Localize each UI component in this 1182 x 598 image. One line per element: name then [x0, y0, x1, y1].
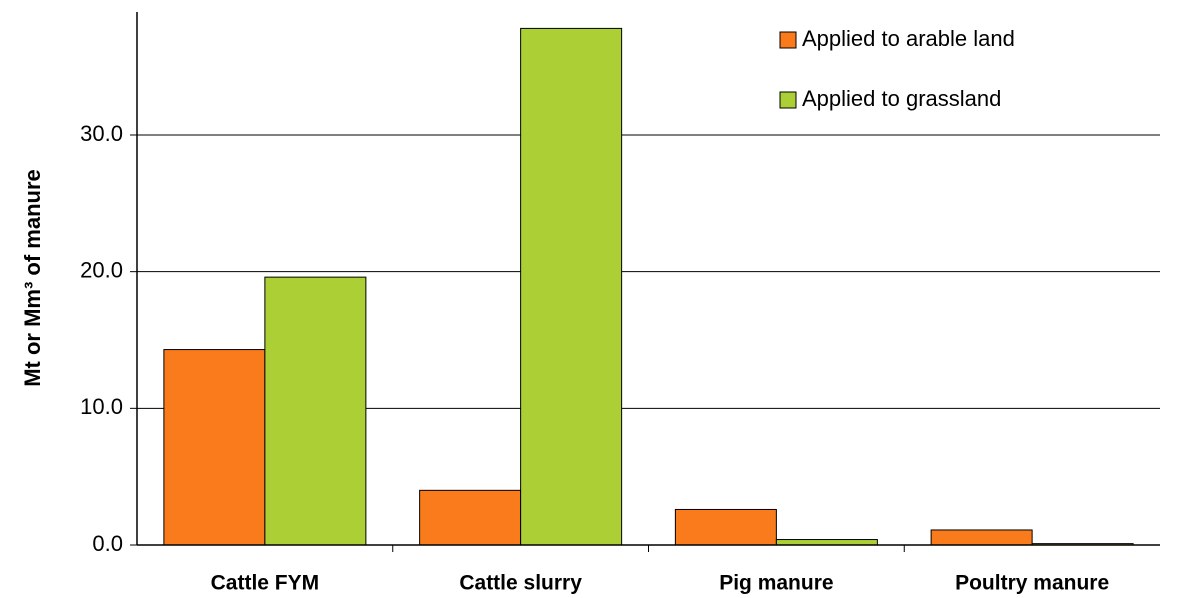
y-axis-label: Mt or Mm³ of manure: [20, 169, 45, 387]
legend-label: Applied to grassland: [802, 86, 1001, 111]
x-tick-label: Cattle FYM: [211, 572, 320, 595]
x-tick-label: Cattle slurry: [459, 572, 582, 595]
x-tick-label: Poultry manure: [955, 572, 1109, 595]
y-tick-label: 10.0: [80, 394, 123, 419]
y-tick-label: 20.0: [80, 257, 123, 282]
bar: [163, 349, 266, 546]
y-tick-label: 0.0: [92, 531, 123, 556]
bar: [520, 27, 623, 546]
bar: [930, 529, 1033, 546]
bar: [264, 276, 367, 546]
bar: [775, 539, 878, 546]
x-tick-label: Pig manure: [719, 572, 833, 595]
legend-swatch: [779, 91, 797, 109]
legend-label: Applied to arable land: [802, 26, 1015, 51]
bar: [419, 489, 522, 546]
legend-swatch: [779, 31, 797, 49]
y-tick-label: 30.0: [80, 121, 123, 146]
bar: [674, 508, 777, 546]
